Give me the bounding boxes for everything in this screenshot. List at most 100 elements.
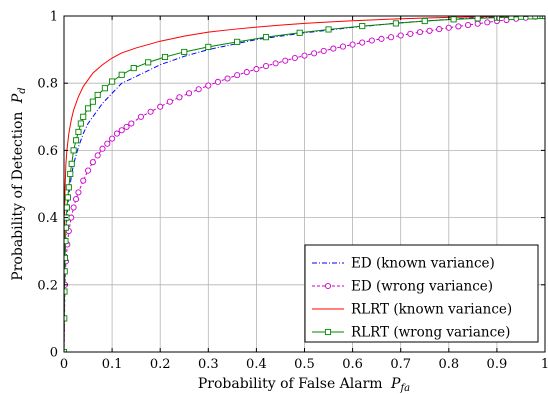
legend-label: RLRT (known variance) (351, 302, 512, 318)
x-axis-label-text: Probability of False Alarm (198, 376, 383, 392)
data-point (130, 65, 137, 72)
y-tick-label: 0.2 (37, 278, 58, 293)
data-point (349, 41, 356, 48)
data-point (541, 16, 545, 20)
x-tick-label: 0.7 (390, 357, 411, 372)
series-line-rlrt-known-variance (64, 16, 545, 352)
data-point (84, 105, 92, 112)
data-point (64, 224, 69, 231)
data-point (388, 34, 395, 41)
data-point (455, 23, 462, 30)
x-tick-label: 1 (541, 357, 548, 372)
data-point (75, 128, 82, 135)
data-point (64, 254, 69, 261)
series-line-rlrt-wrong-variance (64, 16, 545, 352)
x-tick-label: 0 (60, 357, 68, 372)
data-point (508, 16, 515, 21)
data-point (72, 196, 80, 203)
data-point (68, 160, 75, 167)
data-point (70, 147, 77, 154)
x-tick-labels: 0 0.1 0.2 0.3 0.4 0.5 0.6 0.7 0.8 0.9 1 (60, 357, 548, 372)
data-point (392, 20, 399, 27)
data-point (262, 34, 270, 41)
data-point (113, 130, 120, 137)
data-point (262, 63, 270, 70)
series-rlrt-wrong-variance (64, 16, 545, 352)
x-tick-label: 0.2 (150, 357, 171, 372)
legend-item: RLRT (wrong variance) (312, 325, 510, 341)
data-point (181, 48, 188, 56)
data-point (109, 135, 116, 142)
y-tick-label: 1 (50, 10, 58, 25)
data-point (85, 167, 92, 174)
data-point (339, 43, 347, 50)
data-point (161, 53, 169, 61)
data-point (445, 24, 452, 31)
data-point (72, 137, 80, 144)
data-point (176, 94, 183, 101)
data-point (101, 85, 108, 92)
data-point (325, 26, 332, 33)
data-point (147, 108, 154, 115)
data-point (320, 47, 327, 54)
data-point (99, 145, 106, 152)
data-point (118, 127, 125, 134)
series-rlrt-known-variance (64, 16, 545, 352)
data-point (330, 45, 337, 52)
data-point (104, 140, 111, 147)
legend-label: ED (wrong variance) (351, 279, 493, 295)
legend-item: ED (wrong variance) (312, 279, 493, 295)
data-point (450, 16, 457, 23)
legend-marker (324, 328, 332, 336)
data-point (166, 98, 173, 105)
data-point (64, 268, 68, 275)
data-point (128, 120, 135, 127)
data-point (214, 78, 221, 85)
x-tick-label: 0.9 (487, 357, 508, 372)
legend-box (304, 244, 539, 343)
data-point (195, 86, 202, 93)
data-point (145, 59, 152, 66)
data-point (70, 204, 77, 211)
x-tick-label: 0.3 (198, 357, 219, 372)
legend-label: ED (known variance) (351, 256, 495, 272)
y-tick-label: 0.8 (37, 77, 58, 92)
data-point (474, 16, 481, 22)
data-point (436, 26, 443, 33)
legend-marker (324, 282, 332, 290)
x-axis-label-sub: fa (399, 383, 410, 394)
data-point (80, 177, 87, 184)
x-tick-label: 0.5 (294, 357, 315, 372)
data-point (205, 82, 212, 89)
x-tick-label: 0.6 (342, 357, 363, 372)
data-point (65, 184, 72, 191)
data-point (464, 22, 472, 29)
data-point (64, 238, 69, 245)
data-point (94, 91, 101, 99)
data-point (205, 43, 212, 50)
x-tick-label: 0.4 (246, 357, 267, 372)
legend-label: RLRT (wrong variance) (351, 325, 510, 341)
data-point (378, 35, 385, 42)
x-axis-label: Probability of False Alarm Pfa (198, 376, 410, 394)
data-point (64, 194, 71, 201)
y-axis-label: Probability of Detection Pd (10, 87, 28, 280)
y-tick-label: 0.6 (37, 144, 58, 159)
data-point (296, 29, 303, 36)
x-tick-label: 0.1 (102, 357, 123, 372)
data-point (77, 120, 84, 127)
data-point (67, 170, 74, 177)
data-point (253, 66, 260, 73)
data-point (186, 90, 193, 97)
data-point (368, 37, 375, 44)
y-axis-label-text: Probability of Detection (10, 112, 26, 281)
data-point (109, 78, 116, 85)
data-point (75, 189, 82, 196)
data-point (118, 71, 125, 78)
data-point (282, 57, 289, 64)
data-point (474, 20, 481, 27)
data-point (484, 19, 491, 26)
data-point (301, 52, 308, 59)
data-point (272, 60, 279, 67)
